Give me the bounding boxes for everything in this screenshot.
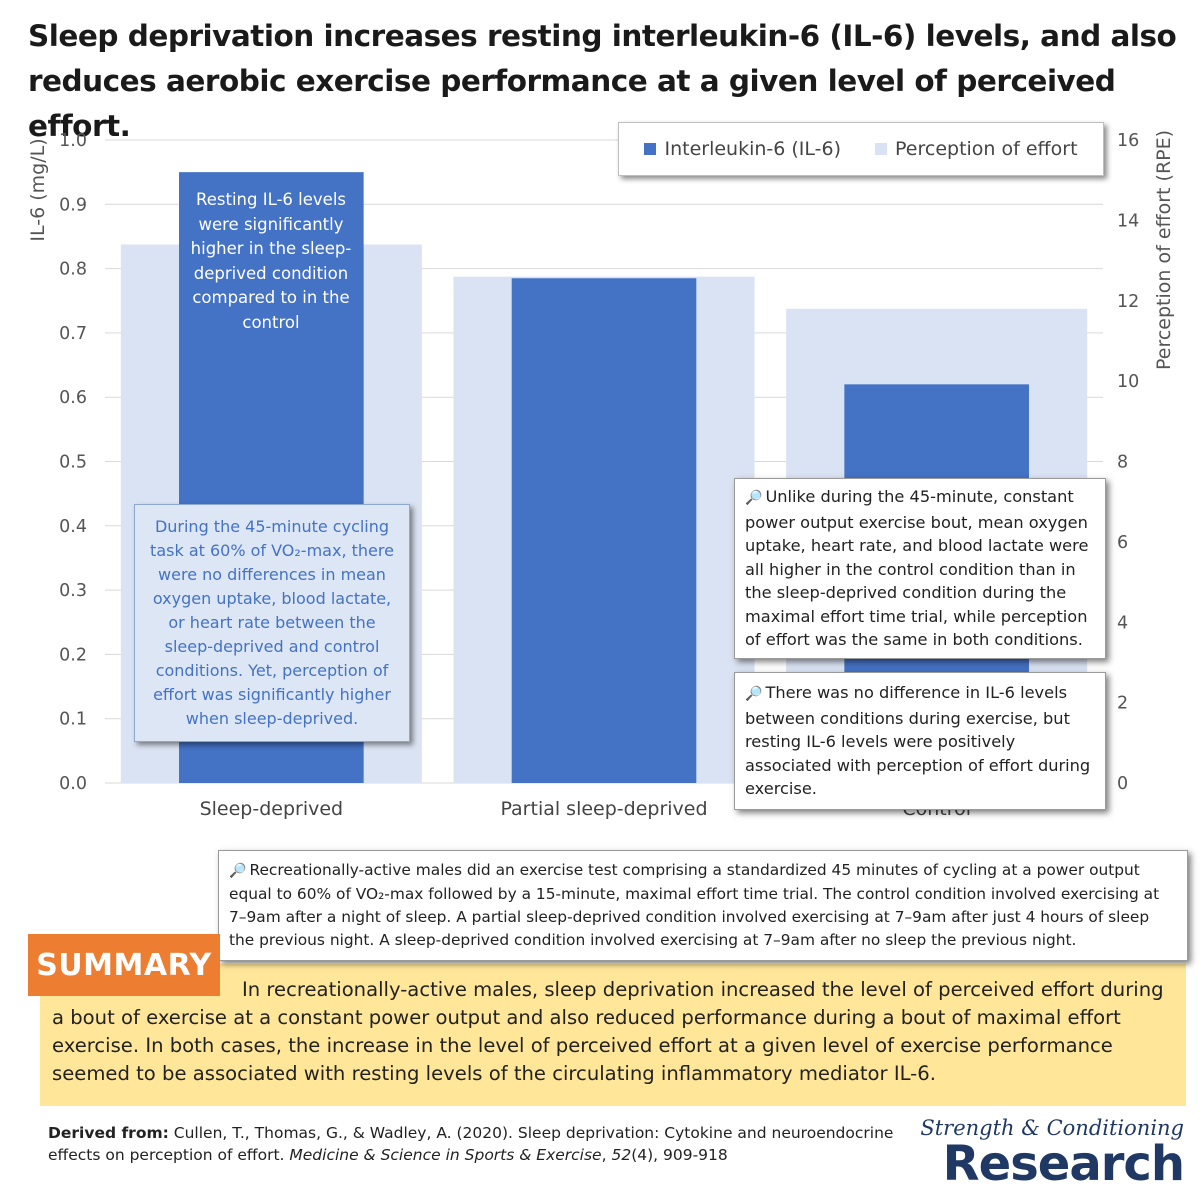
legend-label-il6: Interleukin-6 (IL-6)	[664, 138, 842, 160]
chart-legend: Interleukin-6 (IL-6) Perception of effor…	[618, 122, 1104, 176]
il6-bar	[511, 278, 697, 783]
magnifier-icon: 🔎	[229, 863, 247, 879]
page-title: Sleep deprivation increases resting inte…	[28, 19, 1177, 143]
logo-main-text: Research	[942, 1136, 1185, 1192]
right-tick-label: 16	[1117, 131, 1139, 151]
legend-label-effort: Perception of effort	[895, 138, 1078, 160]
left-tick-label: 0.8	[59, 260, 87, 280]
category-label: Sleep-deprived	[200, 798, 344, 820]
citation-pages: (4), 909-918	[631, 1146, 728, 1164]
right-tick-label: 14	[1117, 211, 1139, 231]
right-tick-label: 10	[1117, 372, 1139, 392]
left-tick-label: 1.0	[59, 131, 87, 151]
left-tick-label: 0.4	[59, 517, 87, 537]
citation-authors: Cullen, T., Thomas, G., & Wadley, A. (20…	[48, 1124, 894, 1164]
magnifier-icon: 🔎	[745, 490, 763, 506]
callout-left: During the 45-minute cycling task at 60%…	[134, 504, 410, 742]
note-methods: 🔎 Recreationally-active males did an exer…	[218, 850, 1188, 961]
legend-swatch-il6	[644, 143, 657, 155]
right-axis-title: Perception of effort (RPE)	[1153, 130, 1175, 370]
left-tick-label: 0.1	[59, 710, 87, 730]
category-label: Partial sleep-deprived	[500, 798, 707, 820]
right-axis-ticks: 0 2 4 6 8 10 12 14 16	[1117, 131, 1139, 794]
right-tick-label: 12	[1117, 292, 1139, 312]
legend-item-effort: Perception of effort	[875, 138, 1078, 160]
bar-annotation: Resting IL-6 levels were significantly h…	[190, 190, 352, 332]
right-tick-label: 2	[1117, 694, 1128, 714]
callout-left-text: During the 45-minute cycling task at 60%…	[150, 517, 394, 728]
citation-journal: Medicine & Science in Sports & Exercise	[289, 1146, 602, 1164]
summary-panel	[40, 964, 1186, 1106]
left-tick-label: 0.2	[59, 645, 87, 665]
legend-swatch-effort	[875, 143, 888, 155]
left-tick-label: 0.9	[59, 195, 87, 215]
left-tick-label: 0.5	[59, 453, 87, 473]
right-tick-label: 6	[1117, 533, 1128, 553]
left-axis-title: IL-6 (mg/L)	[27, 138, 49, 241]
left-tick-label: 0.6	[59, 388, 87, 408]
note-il6-exercise: 🔎 There was no difference in IL-6 levels …	[734, 672, 1106, 810]
right-tick-label: 8	[1117, 453, 1128, 473]
right-tick-label: 4	[1117, 613, 1128, 633]
left-tick-label: 0.0	[59, 774, 87, 794]
note-methods-text: Recreationally-active males did an exerc…	[229, 861, 1160, 949]
note-il6-exercise-text: There was no difference in IL-6 levels b…	[745, 683, 1091, 798]
logo-script-text: Strength & Conditioning	[920, 1116, 1184, 1140]
citation: Derived from: Cullen, T., Thomas, G., & …	[48, 1124, 894, 1164]
note-maximal-trial-text: Unlike during the 45-minute, constant po…	[745, 487, 1089, 649]
magnifier-icon: 🔎	[745, 686, 763, 702]
left-tick-label: 0.7	[59, 324, 87, 344]
note-maximal-trial: 🔎 Unlike during the 45-minute, constant p…	[734, 478, 1106, 659]
summary-label: SUMMARY	[28, 934, 220, 996]
summary-text: In recreationally-active males, sleep de…	[52, 978, 1164, 1085]
right-tick-label: 0	[1117, 774, 1128, 794]
left-axis-ticks: 0.0 0.1 0.2 0.3 0.4 0.5 0.6 0.7 0.8 0.9 1.0	[59, 131, 87, 794]
citation-label: Derived from:	[48, 1124, 169, 1142]
citation-volume: 52	[611, 1146, 632, 1164]
brand-logo: Strength & Conditioning Research	[920, 1116, 1188, 1192]
legend-item-il6: Interleukin-6 (IL-6)	[644, 138, 841, 160]
left-tick-label: 0.3	[59, 581, 87, 601]
